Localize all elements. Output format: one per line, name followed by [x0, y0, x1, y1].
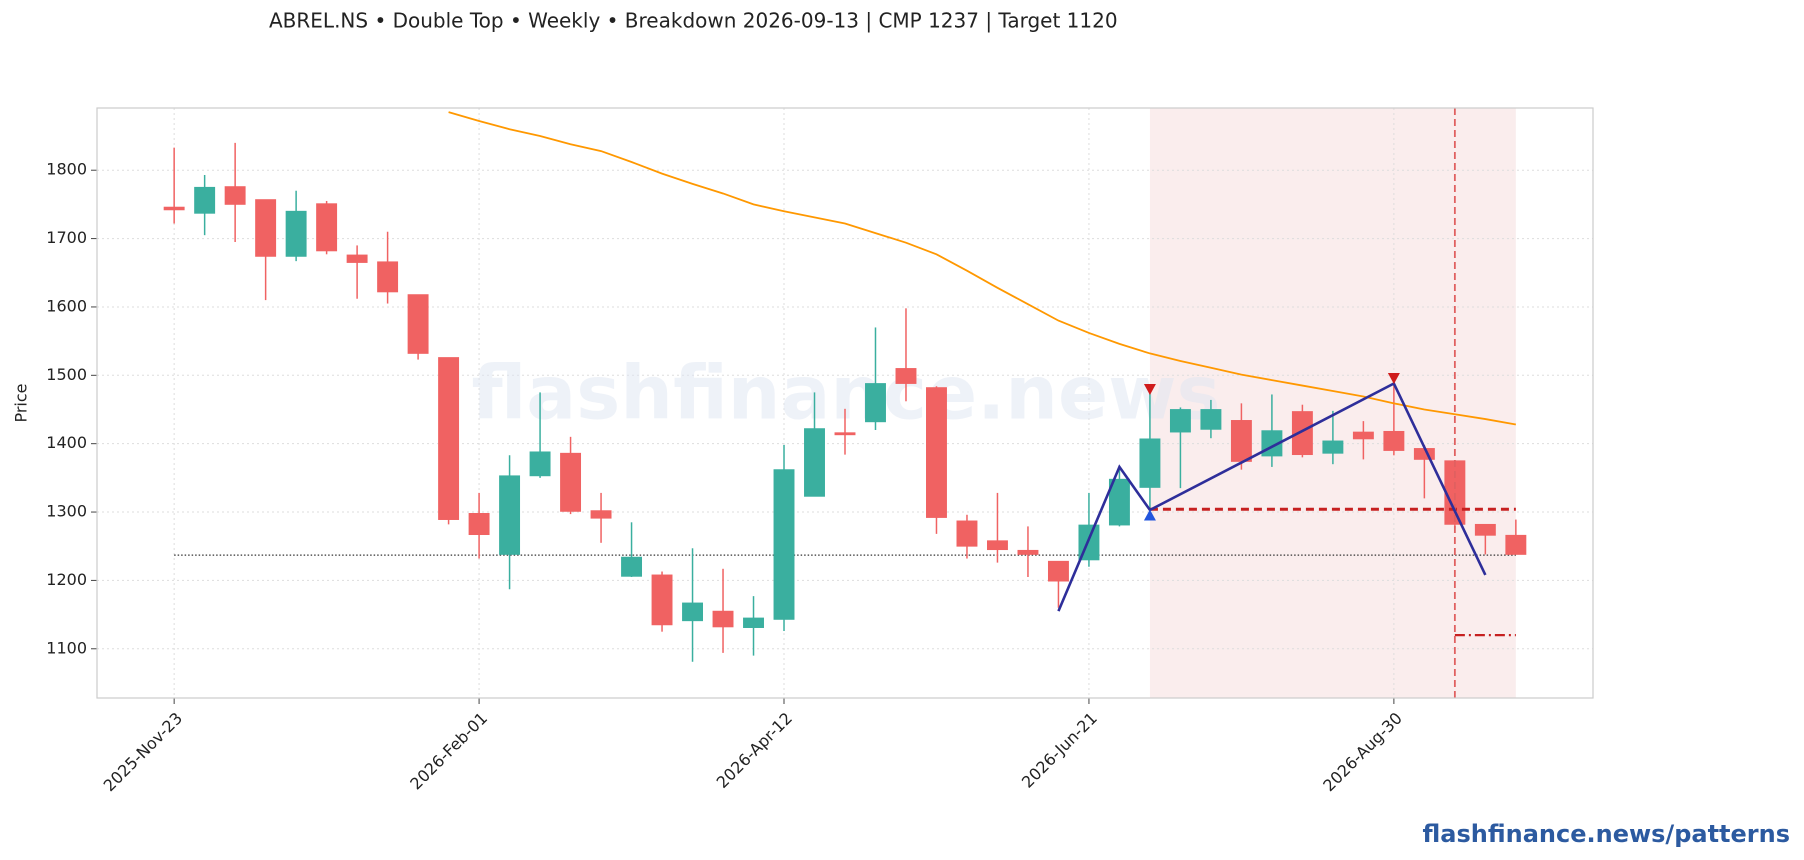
- candle-body: [1474, 523, 1496, 536]
- candle-body: [1322, 440, 1344, 454]
- candle-body: [773, 469, 795, 620]
- candle-body: [1230, 420, 1252, 462]
- y-axis-label: Price: [12, 383, 31, 422]
- candle-body: [560, 452, 582, 512]
- candle-body: [834, 432, 856, 436]
- candle-body: [407, 294, 429, 354]
- peak-marker: [1143, 383, 1156, 395]
- y-tick-label: 1400: [46, 433, 87, 452]
- y-tick-label: 1100: [46, 638, 87, 657]
- candle-body: [1291, 411, 1313, 456]
- candle-body: [194, 186, 216, 214]
- candle-body: [499, 475, 521, 555]
- candle-body: [1200, 409, 1222, 430]
- candle-body: [865, 383, 886, 423]
- candle-body: [1017, 549, 1039, 555]
- candle-body: [895, 368, 917, 384]
- moving-average-line: [448, 111, 1517, 426]
- candle-body: [1383, 430, 1405, 451]
- candle-body: [682, 602, 703, 622]
- y-tick-label: 1500: [46, 365, 87, 384]
- candle-body: [224, 186, 246, 205]
- candle-body: [804, 428, 825, 497]
- candle-body: [1139, 438, 1161, 488]
- candle-body: [1444, 460, 1466, 525]
- candle-body: [377, 261, 399, 293]
- candle-body: [743, 617, 764, 628]
- footer: flashfinance.news/patterns: [1422, 820, 1790, 848]
- candle-body: [712, 610, 734, 628]
- y-tick-label: 1200: [46, 570, 87, 589]
- candle-body: [468, 513, 490, 536]
- candle-body: [346, 254, 368, 263]
- candle-body: [590, 510, 612, 519]
- plot-frame: [96, 107, 1594, 699]
- candle-body: [163, 206, 185, 211]
- candle-body: [1169, 409, 1191, 433]
- watermark: flashfinance.news: [471, 351, 1220, 437]
- peak-marker: [1387, 373, 1400, 385]
- candle-body: [956, 520, 978, 547]
- y-tick-label: 1700: [46, 228, 87, 247]
- candle-body: [926, 387, 947, 518]
- y-tick-label: 1600: [46, 296, 87, 315]
- chart-title: ABREL.NS • Double Top • Weekly • Breakdo…: [269, 9, 1118, 33]
- candle-body: [1505, 534, 1527, 555]
- trough-marker: [1143, 509, 1156, 521]
- candle-body: [651, 574, 673, 626]
- candle-body: [1047, 560, 1069, 582]
- candle-body: [255, 199, 277, 257]
- y-tick-label: 1800: [46, 160, 87, 179]
- candle-body: [1108, 478, 1130, 526]
- candle-body: [529, 451, 551, 477]
- candle-body: [1352, 431, 1374, 440]
- y-tick-label: 1300: [46, 502, 87, 521]
- candle-body: [621, 556, 643, 577]
- candle-body: [285, 210, 307, 257]
- candle-body: [987, 540, 1008, 551]
- candle-body: [438, 357, 460, 520]
- candle-body: [316, 203, 338, 252]
